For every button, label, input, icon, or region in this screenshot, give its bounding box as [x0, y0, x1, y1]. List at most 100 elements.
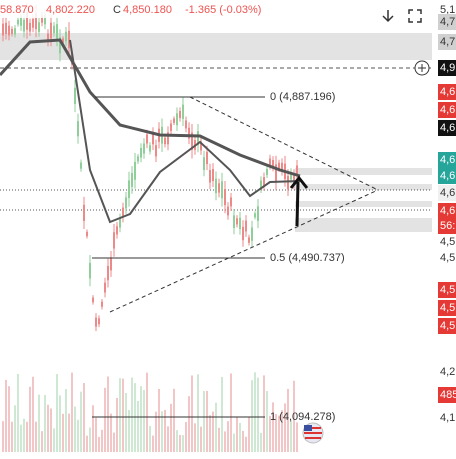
candle	[230, 197, 232, 207]
fib-label: 0 (4,887.196)	[270, 91, 335, 103]
candle	[59, 37, 61, 54]
candle	[50, 22, 52, 39]
arrow	[289, 175, 309, 227]
candle	[122, 207, 124, 218]
volume	[272, 402, 274, 452]
volume	[215, 402, 217, 452]
price-label: 4,5	[440, 284, 455, 296]
volume	[164, 409, 166, 452]
candle	[269, 158, 271, 166]
candle	[260, 180, 262, 189]
volume	[5, 379, 7, 452]
volume	[296, 422, 298, 452]
volume	[287, 388, 289, 452]
volume	[275, 414, 277, 452]
candle	[56, 24, 58, 39]
volume	[146, 372, 148, 452]
candle	[296, 165, 298, 177]
volume	[2, 421, 4, 452]
candle	[275, 164, 277, 182]
candle	[245, 220, 247, 232]
price-label: 4,5	[440, 302, 455, 314]
volume	[98, 436, 100, 452]
volume	[77, 419, 79, 452]
volume	[197, 374, 199, 452]
volume	[149, 426, 151, 452]
volume	[59, 395, 61, 452]
volume	[227, 421, 229, 452]
volume	[38, 394, 40, 452]
ohlc: 4,802.220	[46, 4, 95, 16]
candle	[155, 145, 157, 157]
candle	[62, 38, 64, 43]
candle	[74, 87, 76, 104]
volume	[23, 418, 25, 452]
volume	[125, 392, 127, 452]
candle	[17, 19, 19, 25]
price-label: 4,6	[440, 86, 455, 98]
candle	[107, 265, 109, 281]
candle	[197, 131, 199, 146]
candle	[26, 11, 28, 30]
candle	[92, 297, 94, 303]
candle	[248, 237, 250, 243]
volume	[176, 430, 178, 452]
candle	[32, 18, 34, 28]
candle	[146, 134, 148, 144]
volume	[53, 428, 55, 452]
candle	[47, 33, 49, 43]
candle	[266, 168, 268, 175]
volume	[191, 375, 193, 452]
volume	[122, 378, 124, 452]
volume	[242, 430, 244, 452]
zone	[295, 218, 432, 232]
volume	[185, 421, 187, 452]
volume	[233, 433, 235, 452]
plus-icon	[418, 64, 426, 72]
price-label: 4,6	[440, 104, 455, 116]
candle	[278, 162, 280, 169]
price-axis-labels: 5,14,74,74,94,64,64,64,64,64,64,656:4,54…	[438, 4, 456, 424]
volume	[29, 386, 31, 452]
volume	[140, 386, 142, 452]
moving-average	[0, 38, 301, 178]
price-tag	[438, 34, 456, 50]
candle	[239, 217, 241, 230]
volume	[95, 417, 97, 452]
volume	[110, 413, 112, 452]
candle	[203, 157, 205, 170]
candle	[89, 262, 91, 279]
volume	[281, 410, 283, 452]
candle	[65, 31, 67, 42]
candle	[212, 169, 214, 181]
zone	[295, 168, 432, 175]
price-tag	[438, 282, 456, 298]
candle	[179, 110, 181, 119]
ohlc: -1.365 (-0.03%)	[185, 4, 261, 16]
price-label: 4,9	[440, 62, 455, 74]
ohlc-label: C	[113, 4, 121, 16]
fullscreen-button[interactable]	[403, 4, 427, 28]
volume	[107, 376, 109, 452]
candle	[215, 178, 217, 194]
moving-average	[69, 39, 301, 224]
candle	[5, 22, 7, 34]
price-tag	[438, 120, 456, 136]
candle	[182, 104, 184, 119]
volume	[155, 411, 157, 452]
price-label: 56:	[440, 220, 455, 232]
price-label: 485	[440, 389, 456, 401]
volume	[80, 391, 82, 452]
candle	[143, 143, 145, 154]
candle	[116, 226, 118, 235]
flag-canton	[304, 425, 312, 431]
volume	[221, 376, 223, 452]
trend-line	[109, 189, 379, 313]
volume	[89, 427, 91, 452]
volume	[161, 411, 163, 452]
volume	[143, 390, 145, 452]
candle	[80, 162, 82, 169]
volume	[35, 421, 37, 452]
volume	[257, 377, 259, 452]
